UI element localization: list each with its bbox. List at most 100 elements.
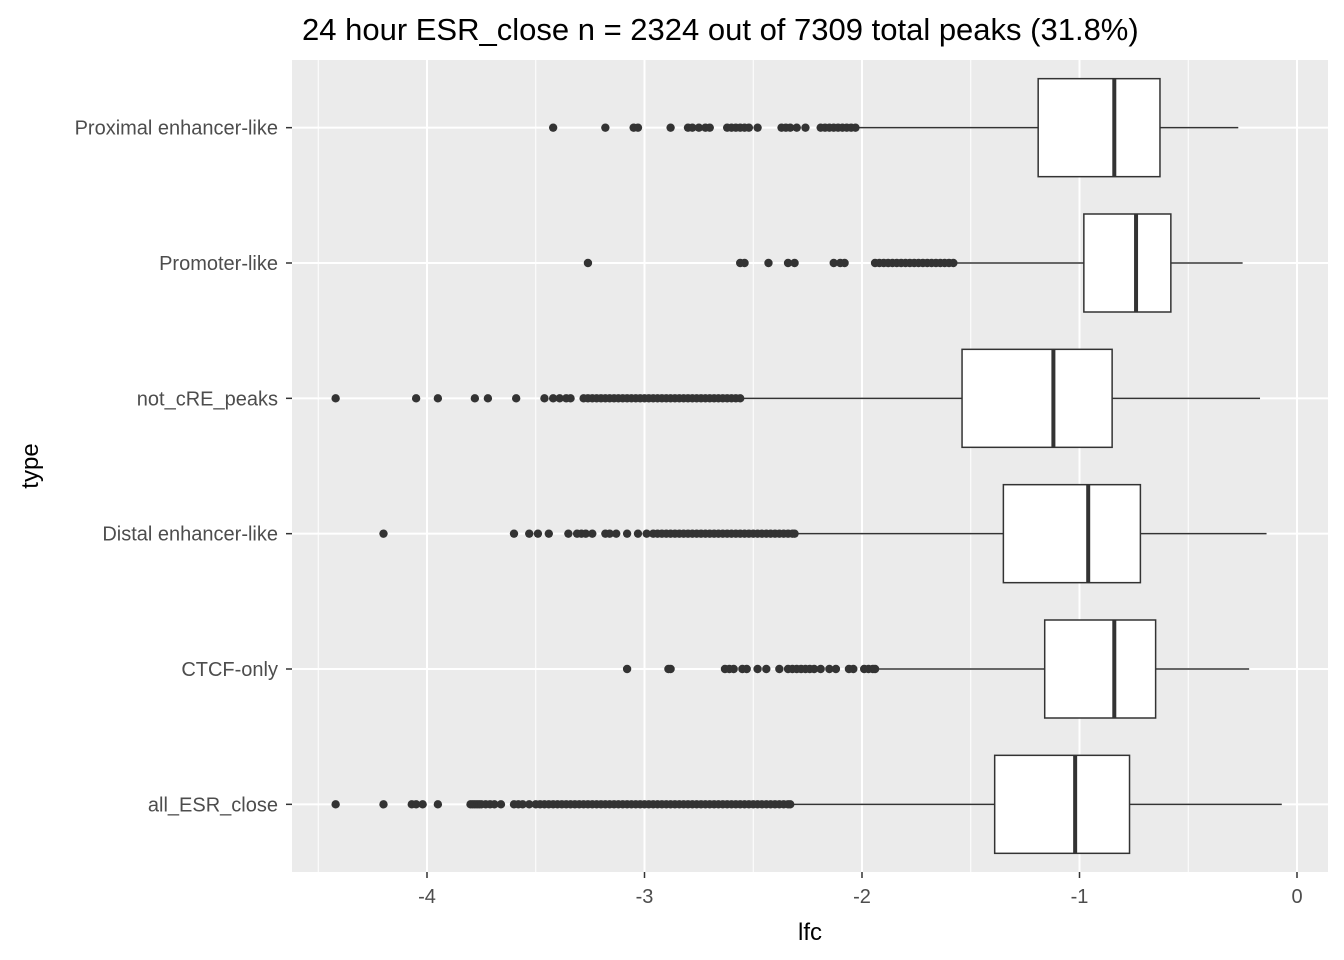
outlier-point — [764, 258, 773, 268]
outlier-point — [870, 664, 880, 674]
outlier-point — [601, 123, 610, 132]
outlier-point — [581, 529, 590, 538]
outlier-point — [949, 258, 958, 268]
outlier-point — [518, 800, 527, 809]
box-iqr — [1037, 77, 1161, 178]
outlier-point — [496, 800, 506, 809]
boxes-layer — [331, 77, 1282, 855]
outlier-point — [666, 123, 675, 132]
outlier-point — [792, 123, 801, 132]
outlier-point — [783, 258, 793, 268]
y-tick-label: Promoter-like — [159, 253, 278, 275]
outlier-point — [548, 394, 558, 403]
y-tick-label: CTCF-only — [181, 659, 278, 681]
y-tick-label: not_cRE_peaks — [137, 388, 278, 410]
box-iqr — [993, 754, 1131, 855]
outlier-point — [786, 123, 795, 132]
outlier-point — [540, 394, 549, 403]
outlier-point — [490, 800, 499, 809]
outlier-point — [555, 394, 564, 403]
outlier-point — [753, 664, 762, 674]
box-group — [583, 213, 1243, 313]
outlier-point — [753, 123, 762, 132]
y-tick-label: all_ESR_close — [148, 794, 278, 816]
outlier-point — [379, 800, 388, 809]
outlier-point — [694, 123, 704, 132]
outlier-point — [433, 394, 443, 403]
outlier-point — [831, 664, 841, 674]
outlier-point — [433, 800, 443, 809]
x-axis: -4 -3 -2 -1 0 — [418, 872, 1303, 908]
outlier-point — [801, 123, 810, 132]
x-tick-label: -3 — [636, 886, 654, 908]
outlier-point — [742, 664, 751, 674]
outlier-point — [816, 664, 825, 674]
y-tick-label: Proximal enhancer-like — [75, 118, 278, 140]
box-group — [331, 348, 1261, 449]
outlier-point — [633, 529, 643, 538]
x-tick-label: -4 — [418, 886, 436, 908]
box-iqr — [1083, 213, 1172, 313]
x-tick-label: -1 — [1071, 886, 1089, 908]
outlier-point — [729, 664, 738, 674]
outlier-point — [642, 529, 651, 538]
x-axis-title: lfc — [798, 919, 822, 946]
outlier-point — [548, 123, 558, 132]
chart-title: 24 hour ESR_close n = 2324 out of 7309 t… — [302, 12, 1139, 47]
plot-panel — [292, 60, 1328, 872]
outlier-point — [612, 529, 621, 538]
outlier-point — [418, 800, 427, 809]
box-iqr — [1043, 619, 1157, 719]
outlier-point — [790, 529, 799, 538]
outlier-point — [840, 258, 849, 268]
box-group — [379, 483, 1267, 584]
outlier-point — [411, 800, 421, 809]
outlier-point — [809, 664, 819, 674]
outlier-point — [509, 529, 519, 538]
outlier-point — [775, 664, 784, 674]
outlier-point — [470, 394, 480, 403]
outlier-point — [740, 258, 749, 268]
outlier-point — [566, 394, 575, 403]
outlier-point — [331, 800, 340, 809]
outlier-point — [622, 529, 632, 538]
outlier-point — [705, 123, 714, 132]
outlier-point — [825, 664, 834, 674]
box-group — [548, 77, 1239, 178]
outlier-point — [544, 529, 553, 538]
outlier-point — [525, 800, 534, 809]
y-axis-title: type — [17, 443, 44, 488]
outlier-point — [588, 529, 597, 538]
x-tick-label: 0 — [1291, 886, 1302, 908]
outlier-point — [762, 664, 771, 674]
outlier-point — [849, 664, 858, 674]
outlier-point — [744, 123, 754, 132]
outlier-point — [605, 529, 614, 538]
outlier-point — [511, 394, 521, 403]
box-iqr — [1002, 483, 1142, 584]
y-tick-label: Distal enhancer-like — [102, 524, 278, 546]
outlier-point — [829, 258, 838, 268]
outlier-point — [411, 394, 421, 403]
outlier-point — [564, 529, 573, 538]
box-group — [622, 619, 1250, 719]
outlier-point — [533, 529, 543, 538]
outlier-point — [666, 664, 675, 674]
outlier-point — [379, 529, 388, 538]
outlier-point — [331, 394, 340, 403]
outlier-point — [583, 258, 593, 268]
box-iqr — [961, 348, 1113, 449]
y-axis: all_ESR_close CTCF-only Distal enhancer-li… — [75, 118, 292, 816]
outlier-point — [688, 123, 697, 132]
outlier-point — [790, 258, 799, 268]
outlier-point — [622, 664, 632, 674]
box-group — [331, 754, 1282, 855]
outlier-point — [483, 394, 493, 403]
outlier-point — [786, 800, 795, 809]
outlier-point — [525, 529, 534, 538]
outlier-point — [851, 123, 860, 132]
outlier-point — [736, 394, 745, 403]
x-tick-label: -2 — [853, 886, 871, 908]
outlier-point — [633, 123, 643, 132]
